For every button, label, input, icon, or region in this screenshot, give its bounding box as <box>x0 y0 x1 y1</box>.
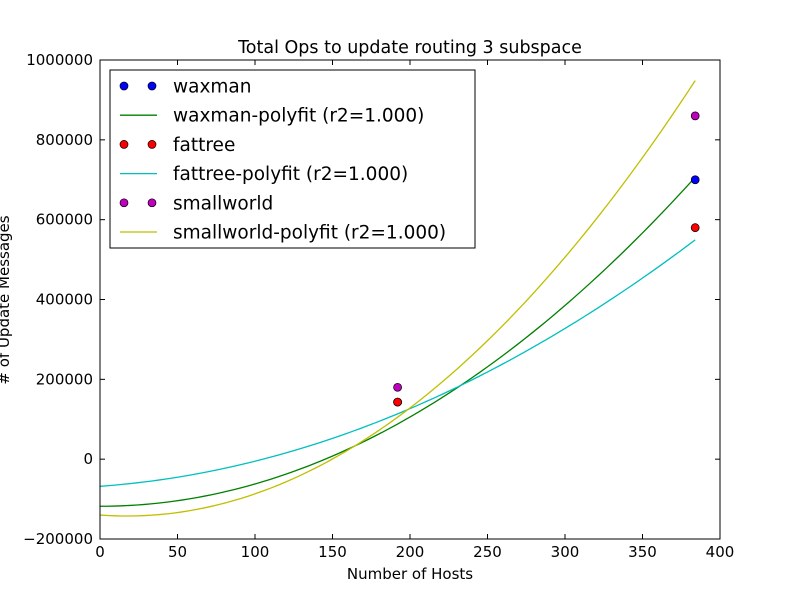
legend-label: fattree-polyfit (r2=1.000) <box>173 164 408 185</box>
series-line-1 <box>99 176 696 507</box>
data-point-4 <box>690 111 700 121</box>
legend-label: smallworld <box>173 193 273 214</box>
legend-label: waxman-polyfit (r2=1.000) <box>173 106 424 127</box>
x-axis-ticks: 0 50 100 150 200 250 300 350 400 <box>95 60 734 561</box>
y-tick-label: 0 <box>83 450 93 468</box>
legend-marker <box>147 81 157 91</box>
x-tick-label: 250 <box>473 543 502 561</box>
x-tick-label: 50 <box>168 543 187 561</box>
y-tick-label: 600000 <box>36 211 93 229</box>
legend-label: smallworld-polyfit (r2=1.000) <box>173 223 446 244</box>
series-line-5 <box>99 80 696 517</box>
x-tick-label: 100 <box>241 543 270 561</box>
x-tick-label: 150 <box>318 543 347 561</box>
y-axis-ticks: −200000 0 200000 400000 600000 800000 1000000 <box>23 51 720 548</box>
legend-label: waxman <box>173 77 252 98</box>
x-tick-label: 400 <box>706 543 735 561</box>
x-tick-label: 350 <box>628 543 657 561</box>
x-tick-label: 300 <box>551 543 580 561</box>
y-tick-label: 200000 <box>36 370 93 388</box>
legend-label: fattree <box>173 135 235 156</box>
legend-marker <box>119 198 129 208</box>
y-tick-label: 800000 <box>36 131 93 149</box>
x-tick-label: 0 <box>95 543 105 561</box>
data-point-2 <box>690 223 700 232</box>
data-point-0 <box>690 175 700 185</box>
legend-marker <box>147 140 157 149</box>
plot-marks <box>99 80 700 517</box>
legend-marker <box>119 81 129 91</box>
x-axis-label: Number of Hosts <box>347 565 473 583</box>
legend-marker <box>119 140 129 149</box>
x-tick-label: 200 <box>396 543 425 561</box>
chart-title: Total Ops to update routing 3 subspace <box>237 38 582 58</box>
series-line-3 <box>99 239 696 487</box>
data-point-2 <box>393 397 402 407</box>
y-axis-label: # of Update Messages <box>0 215 13 384</box>
data-point-4 <box>393 382 402 392</box>
legend-frame <box>109 69 476 249</box>
y-tick-label: −200000 <box>23 530 93 548</box>
legend: waxman waxman-polyfit (r2=1.000) fattree fa… <box>109 69 476 249</box>
y-tick-label: 1000000 <box>26 51 93 69</box>
legend-marker <box>147 198 157 208</box>
y-tick-label: 400000 <box>36 291 93 309</box>
